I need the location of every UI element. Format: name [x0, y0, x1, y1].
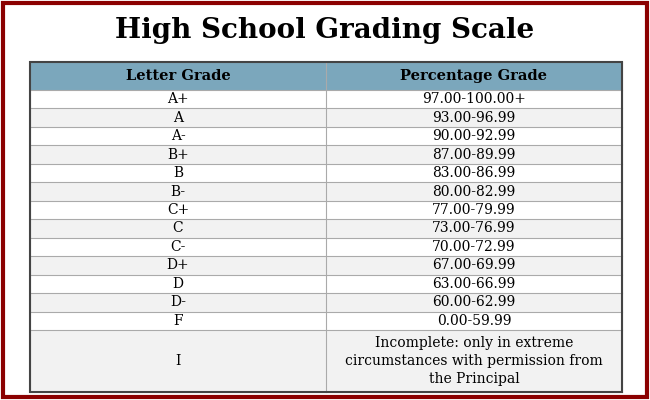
Text: Percentage Grade: Percentage Grade	[400, 69, 547, 83]
Bar	[30, 293, 622, 312]
Bar	[30, 201, 622, 219]
Bar	[30, 145, 622, 164]
Bar	[30, 330, 622, 392]
Text: D-: D-	[170, 295, 186, 309]
Bar	[30, 219, 622, 238]
Bar	[30, 108, 622, 127]
Text: A: A	[173, 111, 183, 125]
Bar	[30, 62, 622, 90]
Text: C-: C-	[170, 240, 186, 254]
Text: 80.00-82.99: 80.00-82.99	[432, 184, 515, 198]
Text: 73.00-76.99: 73.00-76.99	[432, 222, 515, 236]
Text: 97.00-100.00+: 97.00-100.00+	[422, 92, 526, 106]
Text: A-: A-	[170, 129, 185, 143]
Text: 77.00-79.99: 77.00-79.99	[432, 203, 516, 217]
Bar	[30, 312, 622, 330]
Text: B+: B+	[167, 148, 189, 162]
Bar	[30, 127, 622, 145]
Text: 90.00-92.99: 90.00-92.99	[432, 129, 515, 143]
Text: C+: C+	[167, 203, 189, 217]
Bar	[30, 62, 622, 392]
Text: B-: B-	[170, 184, 185, 198]
Text: B: B	[173, 166, 183, 180]
Bar	[30, 182, 622, 201]
Bar	[30, 164, 622, 182]
Bar	[30, 275, 622, 293]
Text: Incomplete: only in extreme
circumstances with permission from
the Principal: Incomplete: only in extreme circumstance…	[345, 336, 603, 386]
Bar	[30, 238, 622, 256]
Text: 63.00-66.99: 63.00-66.99	[432, 277, 515, 291]
Text: C: C	[173, 222, 183, 236]
Text: 87.00-89.99: 87.00-89.99	[432, 148, 515, 162]
Text: 67.00-69.99: 67.00-69.99	[432, 258, 515, 272]
Text: High School Grading Scale: High School Grading Scale	[116, 16, 534, 44]
Text: A+: A+	[167, 92, 188, 106]
Bar	[30, 90, 622, 108]
Text: D: D	[172, 277, 183, 291]
Text: F: F	[173, 314, 183, 328]
Text: 70.00-72.99: 70.00-72.99	[432, 240, 515, 254]
Text: Letter Grade: Letter Grade	[125, 69, 230, 83]
Text: 83.00-86.99: 83.00-86.99	[432, 166, 515, 180]
Text: 0.00-59.99: 0.00-59.99	[437, 314, 512, 328]
Bar	[30, 256, 622, 275]
Text: I: I	[176, 354, 181, 368]
Text: 93.00-96.99: 93.00-96.99	[432, 111, 515, 125]
Text: D+: D+	[166, 258, 189, 272]
Text: 60.00-62.99: 60.00-62.99	[432, 295, 515, 309]
